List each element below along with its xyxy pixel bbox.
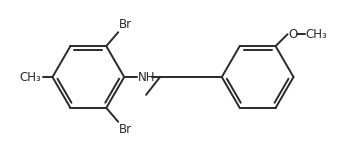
Text: Br: Br (119, 18, 132, 31)
Text: CH₃: CH₃ (306, 28, 327, 41)
Text: Br: Br (119, 123, 132, 136)
Text: NH: NH (138, 71, 156, 84)
Text: O: O (289, 28, 298, 41)
Text: CH₃: CH₃ (20, 71, 42, 84)
